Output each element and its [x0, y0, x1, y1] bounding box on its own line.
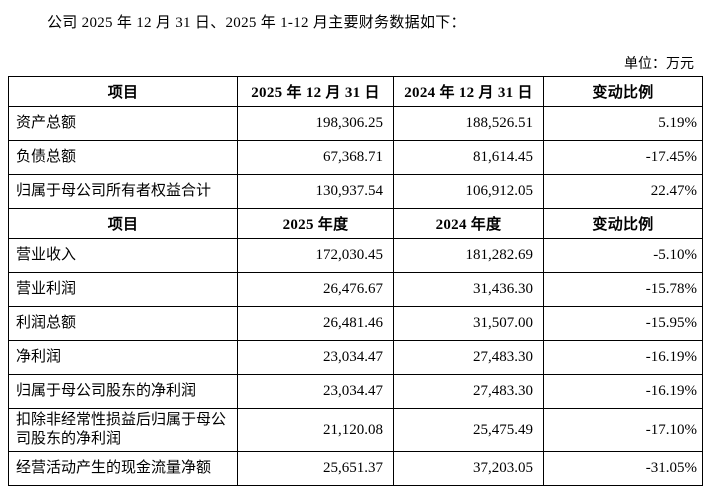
section1-header-item: 项目	[8, 76, 238, 107]
row-change-pct: -16.19%	[543, 340, 703, 375]
table-row-operating-profit: 营业利润 26,476.67 31,436.30 -15.78%	[8, 272, 703, 307]
table-row-operating-revenue: 营业收入 172,030.45 181,282.69 -5.10%	[8, 238, 703, 273]
row-change-pct: -31.05%	[543, 451, 703, 486]
row-value-2024: 27,483.30	[393, 374, 544, 409]
table-row-net-profit: 净利润 23,034.47 27,483.30 -16.19%	[8, 340, 703, 375]
row-change-pct: 22.47%	[543, 174, 703, 209]
row-value-2024: 81,614.45	[393, 140, 544, 175]
row-value-2024: 31,507.00	[393, 306, 544, 341]
row-change-pct: -5.10%	[543, 238, 703, 273]
row-value-2024: 181,282.69	[393, 238, 544, 273]
row-change-pct: -17.45%	[543, 140, 703, 175]
table-row-total-liabilities: 负债总额 67,368.71 81,614.45 -17.45%	[8, 140, 703, 175]
row-value-2024: 25,475.49	[393, 408, 544, 452]
section1-header-row: 项目 2025 年 12 月 31 日 2024 年 12 月 31 日 变动比…	[8, 76, 703, 107]
row-value-2025: 172,030.45	[237, 238, 394, 273]
row-value-2024: 106,912.05	[393, 174, 544, 209]
row-value-2025: 23,034.47	[237, 374, 394, 409]
section2-header-change: 变动比例	[543, 208, 703, 239]
table-row-parent-equity: 归属于母公司所有者权益合计 130,937.54 106,912.05 22.4…	[8, 174, 703, 209]
unit-label: 单位：万元	[624, 57, 694, 72]
row-item-label: 营业收入	[8, 238, 238, 273]
row-value-2025: 198,306.25	[237, 106, 394, 141]
row-value-2024: 188,526.51	[393, 106, 544, 141]
row-value-2025: 21,120.08	[237, 408, 394, 452]
row-value-2025: 67,368.71	[237, 140, 394, 175]
table-row-total-assets: 资产总额 198,306.25 188,526.51 5.19%	[8, 106, 703, 141]
table-row-net-profit-excl-nonrecurring: 扣除非经常性损益后归属于母公司股东的净利润 21,120.08 25,475.4…	[8, 408, 703, 452]
row-item-label: 归属于母公司股东的净利润	[8, 374, 238, 409]
row-item-label: 经营活动产生的现金流量净额	[8, 451, 238, 486]
section2-header-2024: 2024 年度	[393, 208, 544, 239]
row-change-pct: -16.19%	[543, 374, 703, 409]
section2-header-row: 项目 2025 年度 2024 年度 变动比例	[8, 208, 703, 239]
row-value-2024: 37,203.05	[393, 451, 544, 486]
row-item-label: 利润总额	[8, 306, 238, 341]
row-value-2025: 130,937.54	[237, 174, 394, 209]
row-value-2024: 27,483.30	[393, 340, 544, 375]
row-change-pct: -15.95%	[543, 306, 703, 341]
section1-header-2024: 2024 年 12 月 31 日	[393, 76, 544, 107]
row-item-label: 净利润	[8, 340, 238, 375]
table-row-net-profit-parent: 归属于母公司股东的净利润 23,034.47 27,483.30 -16.19%	[8, 374, 703, 409]
row-value-2025: 26,476.67	[237, 272, 394, 307]
table-row-total-profit: 利润总额 26,481.46 31,507.00 -15.95%	[8, 306, 703, 341]
section1-header-2025: 2025 年 12 月 31 日	[237, 76, 394, 107]
row-change-pct: -17.10%	[543, 408, 703, 452]
row-change-pct: 5.19%	[543, 106, 703, 141]
row-value-2025: 23,034.47	[237, 340, 394, 375]
row-item-label: 负债总额	[8, 140, 238, 175]
section2-header-2025: 2025 年度	[237, 208, 394, 239]
row-value-2024: 31,436.30	[393, 272, 544, 307]
row-item-label: 营业利润	[8, 272, 238, 307]
page-title: 公司 2025 年 12 月 31 日、2025 年 1-12 月主要财务数据如…	[47, 15, 466, 31]
row-item-label: 归属于母公司所有者权益合计	[8, 174, 238, 209]
financial-data-table: 项目 2025 年 12 月 31 日 2024 年 12 月 31 日 变动比…	[8, 76, 703, 486]
section2-header-item: 项目	[8, 208, 238, 239]
row-item-label: 扣除非经常性损益后归属于母公司股东的净利润	[8, 408, 238, 452]
table-row-operating-cash-flow: 经营活动产生的现金流量净额 25,651.37 37,203.05 -31.05…	[8, 451, 703, 486]
row-value-2025: 26,481.46	[237, 306, 394, 341]
row-item-label: 资产总额	[8, 106, 238, 141]
row-value-2025: 25,651.37	[237, 451, 394, 486]
section1-header-change: 变动比例	[543, 76, 703, 107]
row-change-pct: -15.78%	[543, 272, 703, 307]
